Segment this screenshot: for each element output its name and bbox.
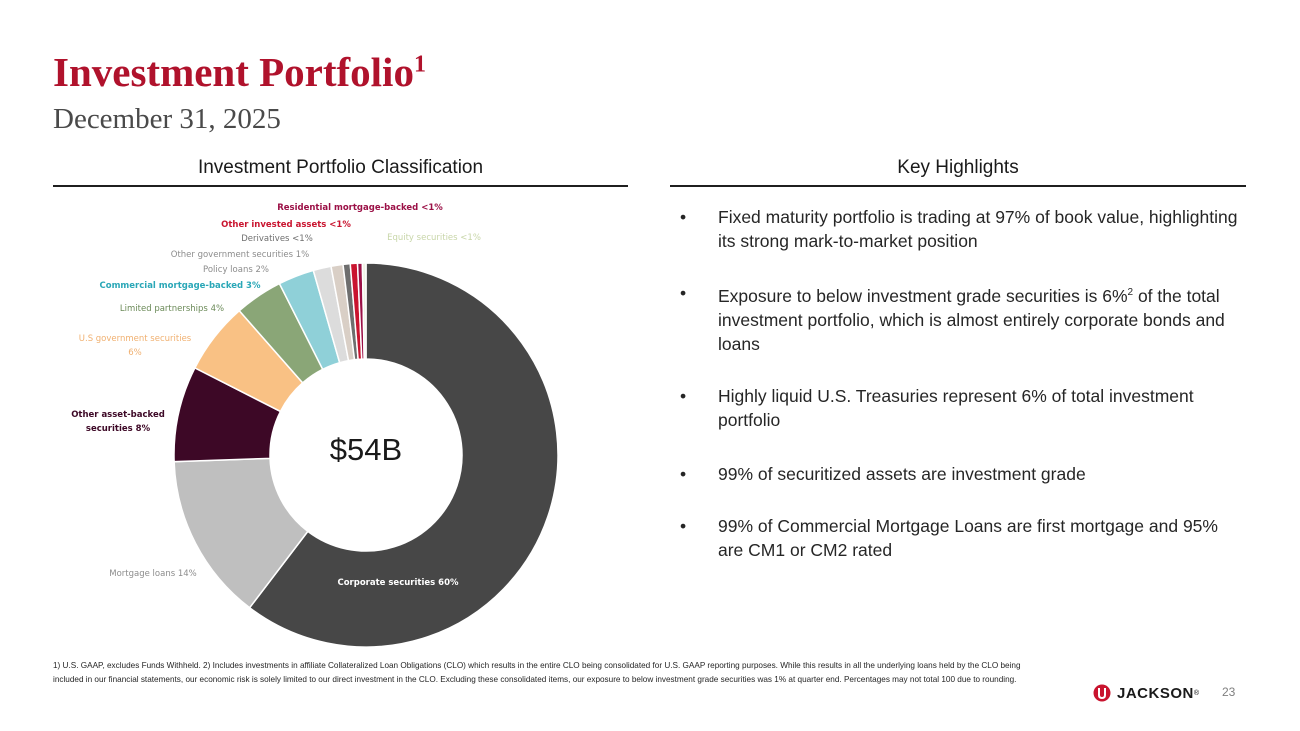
slice-label: Commercial mortgage-backed 3% <box>100 281 261 291</box>
slice-label: Other government securities 1% <box>171 250 309 260</box>
highlight-text-continued: of the total investment portfolio, which… <box>718 285 1225 354</box>
highlights-divider <box>670 185 1246 187</box>
page-title: Investment Portfolio1 <box>53 49 426 95</box>
jackson-logo: JACKSON ® <box>1093 684 1199 702</box>
slice-label: Derivatives <1% <box>241 234 313 244</box>
portfolio-donut-chart: Corporate securities 60% Mortgage loans 1… <box>71 203 559 648</box>
chart-center-total: $54B <box>330 432 402 467</box>
slice-label: Policy loans 2% <box>203 265 269 275</box>
highlights-heading: Key Highlights <box>897 157 1019 178</box>
slice-label: Equity securities <1% <box>387 233 481 243</box>
highlight-item: • 99% of Commercial Mortgage Loans are fi… <box>680 514 1240 562</box>
slice-label: Corporate securities 60% <box>337 578 459 588</box>
jackson-logo-icon <box>1093 684 1111 702</box>
footnote: 1) U.S. GAAP, excludes Funds Withheld. 2… <box>53 661 1021 684</box>
highlight-text: Fixed maturity portfolio is trading at 9… <box>718 207 1238 251</box>
page-number: 23 <box>1222 685 1236 699</box>
page-subtitle: December 31, 2025 <box>53 103 281 135</box>
title-footnote-marker: 1 <box>413 51 426 78</box>
bullet-marker: • <box>680 385 687 406</box>
bullet-marker: • <box>680 207 687 227</box>
highlight-text: Exposure to below investment grade secur… <box>718 285 1128 306</box>
slice-label: Residential mortgage-backed <1% <box>277 203 443 213</box>
pie-slice <box>248 262 559 648</box>
highlight-text: 99% of Commercial Mortgage Loans are fir… <box>718 515 1218 560</box>
highlight-text: Highly liquid U.S. Treasuries represent … <box>718 385 1194 430</box>
slice-label: Limited partnerships 4% <box>120 304 224 314</box>
highlight-item: • 99% of securitized assets are investmen… <box>680 462 1240 486</box>
bullet-marker: • <box>680 515 687 536</box>
key-highlights-list: • Fixed maturity portfolio is trading at … <box>680 205 1240 590</box>
slice-label: Mortgage loans 14% <box>109 569 196 579</box>
highlight-text: 99% of securitized assets are investment… <box>718 463 1086 484</box>
logo-wordmark: JACKSON <box>1117 684 1194 702</box>
logo-trademark: ® <box>1193 689 1200 697</box>
bullet-marker: • <box>680 463 687 484</box>
highlight-item: • Fixed maturity portfolio is trading at … <box>680 205 1240 253</box>
slice-label: Other asset-backed securities 8% <box>71 410 165 434</box>
classification-heading: Investment Portfolio Classification <box>197 157 484 178</box>
page-title-text: Investment Portfolio <box>53 49 414 95</box>
classification-divider <box>53 185 628 187</box>
slice-label: U.S government securities 6% <box>79 334 192 358</box>
highlight-item: • Exposure to below investment grade secu… <box>680 281 1240 356</box>
highlight-footnote-marker: 2 <box>1127 287 1134 298</box>
bullet-marker: • <box>680 283 687 303</box>
highlight-item: • Highly liquid U.S. Treasuries represent… <box>680 384 1240 432</box>
slice-label: Other invested assets <1% <box>221 220 351 230</box>
pie-slice <box>361 262 367 360</box>
